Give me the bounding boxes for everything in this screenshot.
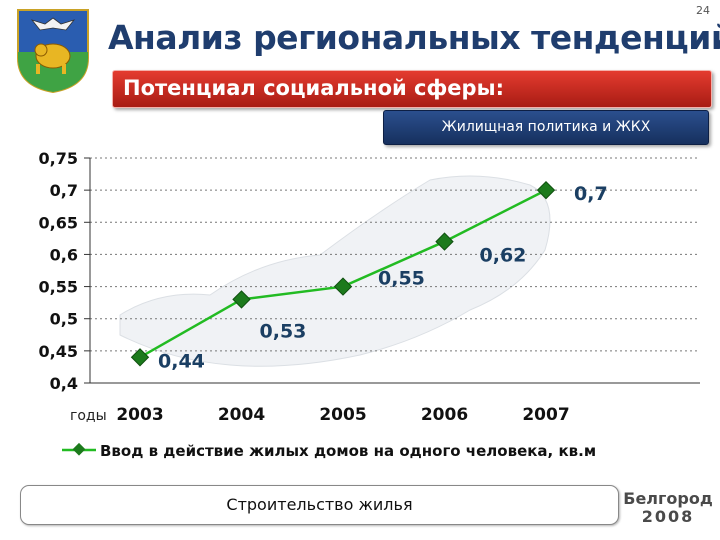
x-tick-label: 2005 xyxy=(319,405,366,425)
y-tick-label: 0,75 xyxy=(39,149,78,168)
data-label: 0,55 xyxy=(378,268,425,290)
y-tick-label: 0,4 xyxy=(50,374,78,393)
x-tick-label: 2004 xyxy=(218,405,265,425)
x-tick-label: 2006 xyxy=(421,405,468,425)
housing-line-chart: 0,4 0,45 0,5 0,55 0,6 0,65 0,7 0,75 2003 2004 200… xyxy=(39,149,700,460)
y-tick-label: 0,7 xyxy=(50,181,78,200)
region-map-background xyxy=(119,175,551,367)
x-tick-label: 2007 xyxy=(522,405,569,425)
legend-label: Ввод в действие жилых домов на одного че… xyxy=(100,442,596,460)
data-label: 0,53 xyxy=(260,320,307,342)
data-point xyxy=(536,180,556,200)
legend-marker xyxy=(72,442,86,456)
data-point xyxy=(333,277,353,296)
y-tick-label: 0,65 xyxy=(39,213,78,232)
brand-year: 2008 xyxy=(641,507,695,526)
subsection-tag: Жилищная политика и ЖКХ xyxy=(383,110,709,145)
y-tick-label: 0,6 xyxy=(50,245,78,264)
data-point xyxy=(232,290,251,309)
chart-legend: Ввод в действие жилых домов на одного че… xyxy=(62,442,596,460)
data-point xyxy=(130,348,150,367)
brand-city: Белгород xyxy=(623,489,713,508)
belgorod-emblem-icon xyxy=(17,9,89,94)
data-label: 0,7 xyxy=(574,183,608,205)
section-bar: Потенциал социальной сферы: xyxy=(112,70,712,108)
y-tick-label: 0,55 xyxy=(39,278,78,297)
page-title: Анализ региональных тенденций xyxy=(108,18,720,57)
housing-construction-button[interactable]: Строительство жилья xyxy=(20,485,619,525)
data-label: 0,44 xyxy=(158,350,205,372)
section-bar-label: Потенциал социальной сферы: xyxy=(123,76,504,100)
data-label: 0,62 xyxy=(480,245,527,267)
y-tick-label: 0,5 xyxy=(50,310,78,329)
y-tick-label: 0,45 xyxy=(39,342,78,361)
x-axis-label: годы xyxy=(70,408,107,424)
slide-number: 24 xyxy=(696,4,710,17)
x-tick-label: 2003 xyxy=(116,405,163,425)
data-point xyxy=(435,232,454,251)
footer-brand: Белгород 2008 xyxy=(620,490,716,526)
